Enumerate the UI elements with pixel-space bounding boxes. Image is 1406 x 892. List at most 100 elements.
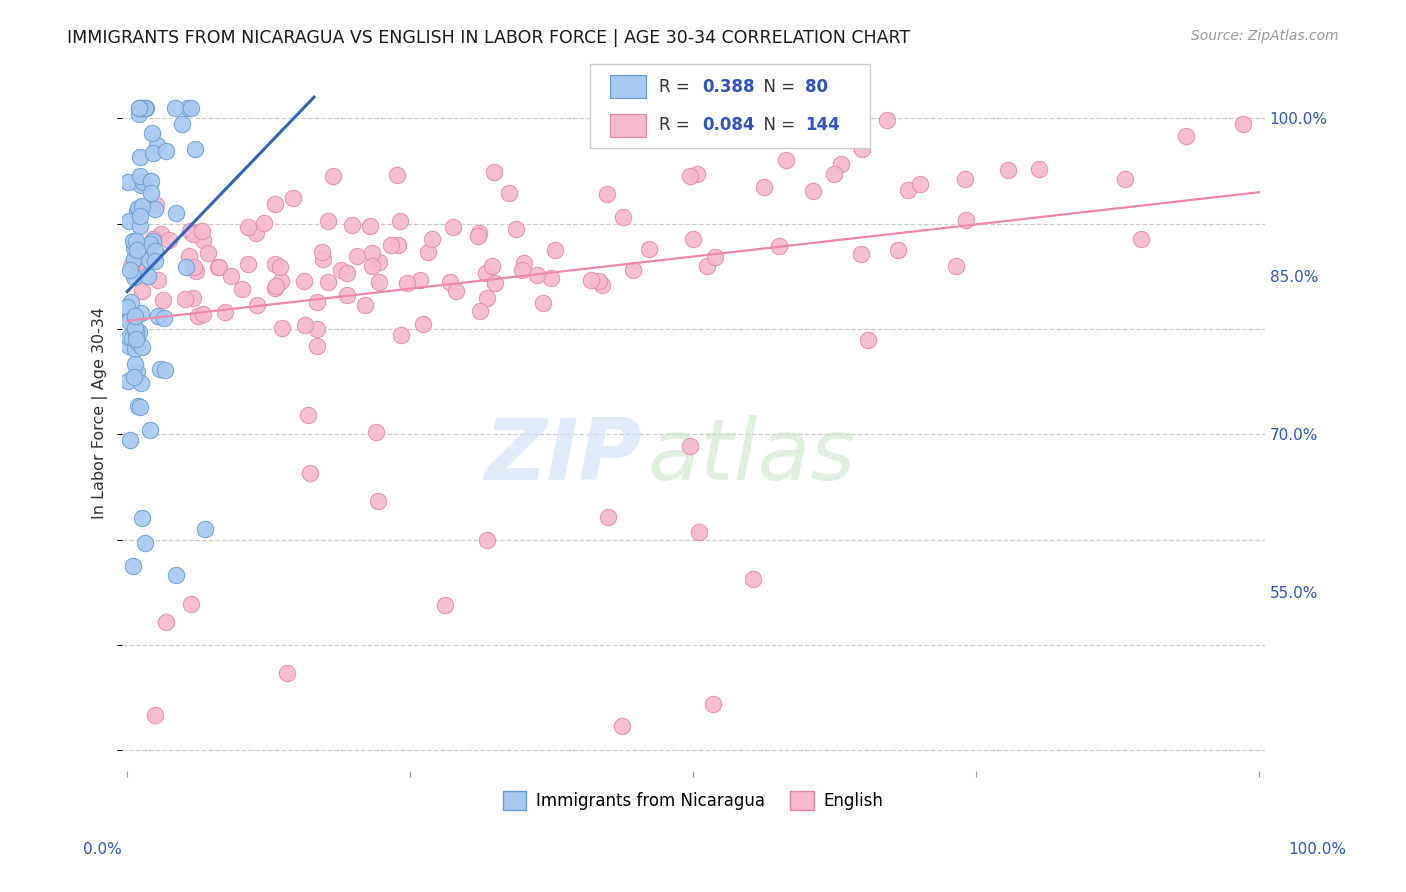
Point — [526, 268, 548, 282]
Point — [703, 250, 725, 264]
Text: 0.084: 0.084 — [703, 116, 755, 135]
Point — [165, 101, 187, 115]
Point — [752, 180, 775, 194]
Point — [475, 533, 498, 547]
Point — [165, 206, 187, 220]
Point — [125, 234, 148, 248]
Point — [149, 362, 172, 376]
Point — [181, 227, 204, 242]
Point — [115, 300, 138, 314]
Point — [129, 219, 152, 234]
Point — [118, 314, 141, 328]
Point — [741, 572, 763, 586]
Point — [121, 257, 143, 271]
Point — [141, 127, 163, 141]
Point — [329, 263, 352, 277]
Text: N =: N = — [752, 116, 800, 135]
Point — [396, 276, 419, 290]
Point — [121, 558, 143, 573]
Point — [129, 169, 152, 183]
Point — [128, 107, 150, 121]
Point — [953, 172, 976, 186]
FancyBboxPatch shape — [610, 114, 647, 136]
Point — [540, 270, 562, 285]
Point — [128, 209, 150, 223]
Point — [305, 322, 328, 336]
Point — [131, 178, 153, 192]
Text: atlas: atlas — [647, 415, 855, 498]
Point — [176, 260, 198, 274]
Point — [702, 697, 724, 711]
Point — [283, 191, 305, 205]
Point — [366, 494, 388, 508]
Point — [193, 307, 215, 321]
Point — [153, 310, 176, 325]
Point — [138, 253, 160, 268]
Point — [132, 101, 155, 115]
Point — [128, 101, 150, 115]
Point — [159, 233, 181, 247]
Point — [125, 243, 148, 257]
Point — [124, 370, 146, 384]
Point — [468, 304, 491, 318]
Point — [467, 229, 489, 244]
Point — [264, 278, 287, 293]
Point — [679, 439, 702, 453]
Point — [131, 340, 153, 354]
Point — [420, 232, 443, 246]
Point — [264, 281, 287, 295]
Point — [908, 178, 931, 192]
Point — [820, 130, 842, 145]
Text: 144: 144 — [806, 116, 839, 135]
Point — [131, 284, 153, 298]
Point — [856, 334, 879, 348]
Point — [131, 101, 153, 115]
Point — [127, 335, 149, 350]
Point — [170, 117, 193, 131]
Point — [191, 224, 214, 238]
Text: N =: N = — [752, 78, 800, 95]
Point — [184, 142, 207, 156]
Point — [128, 101, 150, 115]
Point — [897, 183, 920, 197]
Point — [136, 269, 159, 284]
Point — [197, 246, 219, 260]
Point — [125, 204, 148, 219]
Point — [117, 375, 139, 389]
Point — [510, 263, 533, 277]
Point — [118, 330, 141, 344]
Text: 80: 80 — [806, 78, 828, 95]
Point — [141, 232, 163, 246]
Point — [505, 221, 527, 235]
Point — [124, 358, 146, 372]
Point — [165, 568, 187, 582]
Point — [945, 260, 967, 274]
Point — [311, 245, 333, 260]
Point — [444, 284, 467, 298]
Point — [484, 276, 506, 290]
Point — [124, 342, 146, 356]
Point — [389, 213, 412, 227]
Point — [434, 599, 457, 613]
Point — [135, 101, 157, 115]
Point — [830, 156, 852, 170]
Point — [245, 227, 267, 241]
Point — [128, 325, 150, 339]
Point — [876, 113, 898, 128]
Point — [143, 708, 166, 723]
Point — [801, 185, 824, 199]
Point — [703, 132, 725, 146]
Point — [322, 169, 344, 184]
FancyBboxPatch shape — [610, 75, 647, 98]
Point — [544, 244, 567, 258]
Point — [354, 298, 377, 312]
Point — [214, 305, 236, 319]
Point — [127, 255, 149, 269]
Point — [142, 234, 165, 248]
Point — [588, 274, 610, 288]
Point — [955, 213, 977, 227]
Point — [621, 263, 644, 277]
Point — [129, 306, 152, 320]
Point — [145, 202, 167, 216]
Point — [131, 199, 153, 213]
